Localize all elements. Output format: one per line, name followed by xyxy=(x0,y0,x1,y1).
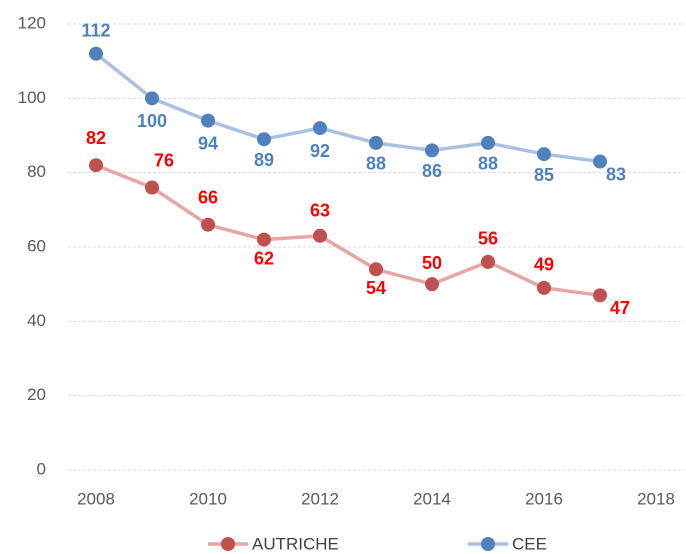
point xyxy=(593,288,607,303)
point xyxy=(313,121,327,136)
data-label: 56 xyxy=(478,229,498,249)
point xyxy=(481,254,495,269)
point xyxy=(313,228,327,243)
y-tick-label: 80 xyxy=(27,162,46,181)
point xyxy=(145,91,159,106)
x-tick-label: 2012 xyxy=(301,489,339,508)
y-tick-label: 60 xyxy=(27,236,46,255)
data-label: 76 xyxy=(154,150,174,170)
y-tick-label: 40 xyxy=(27,311,46,330)
legend-marker xyxy=(481,537,495,551)
data-label: 82 xyxy=(86,128,106,148)
point xyxy=(537,280,551,295)
data-label: 62 xyxy=(254,248,274,268)
data-label: 83 xyxy=(606,164,626,184)
point xyxy=(425,143,439,158)
point xyxy=(369,135,383,150)
data-label: 100 xyxy=(137,111,167,131)
y-tick-label: 120 xyxy=(18,13,46,32)
point xyxy=(537,147,551,162)
y-tick-label: 100 xyxy=(18,88,46,107)
point xyxy=(89,158,103,173)
series-line xyxy=(94,52,601,164)
point xyxy=(593,154,607,169)
legend-label: AUTRICHE xyxy=(252,534,339,553)
x-tick-label: 2018 xyxy=(637,489,675,508)
data-label: 112 xyxy=(81,20,110,40)
point xyxy=(257,232,271,247)
point xyxy=(145,180,159,195)
data-label: 47 xyxy=(610,298,630,318)
data-label: 66 xyxy=(198,187,218,207)
data-label: 50 xyxy=(422,253,442,273)
data-label: 94 xyxy=(198,133,218,153)
data-label: 92 xyxy=(310,141,330,161)
x-tick-label: 2014 xyxy=(413,489,451,508)
x-tick-label: 2016 xyxy=(525,489,563,508)
data-label: 85 xyxy=(534,165,554,185)
legend-marker xyxy=(221,537,235,551)
data-label: 88 xyxy=(366,154,386,174)
data-label: 89 xyxy=(254,150,274,170)
x-tick-label: 2008 xyxy=(77,489,115,508)
point xyxy=(257,132,271,147)
point xyxy=(425,277,439,292)
point xyxy=(201,113,215,128)
legend-label: CEE xyxy=(512,534,547,553)
x-tick-label: 2010 xyxy=(189,489,227,508)
point xyxy=(89,46,103,61)
data-label: 49 xyxy=(534,255,554,275)
point xyxy=(201,217,215,232)
data-label: 63 xyxy=(310,201,330,221)
y-tick-label: 0 xyxy=(37,459,46,478)
point xyxy=(369,262,383,277)
data-label: 54 xyxy=(366,278,386,298)
series-line xyxy=(95,163,601,298)
data-label: 86 xyxy=(422,161,442,181)
point xyxy=(481,135,495,150)
y-tick-label: 20 xyxy=(27,385,46,404)
data-label: 88 xyxy=(478,154,498,174)
